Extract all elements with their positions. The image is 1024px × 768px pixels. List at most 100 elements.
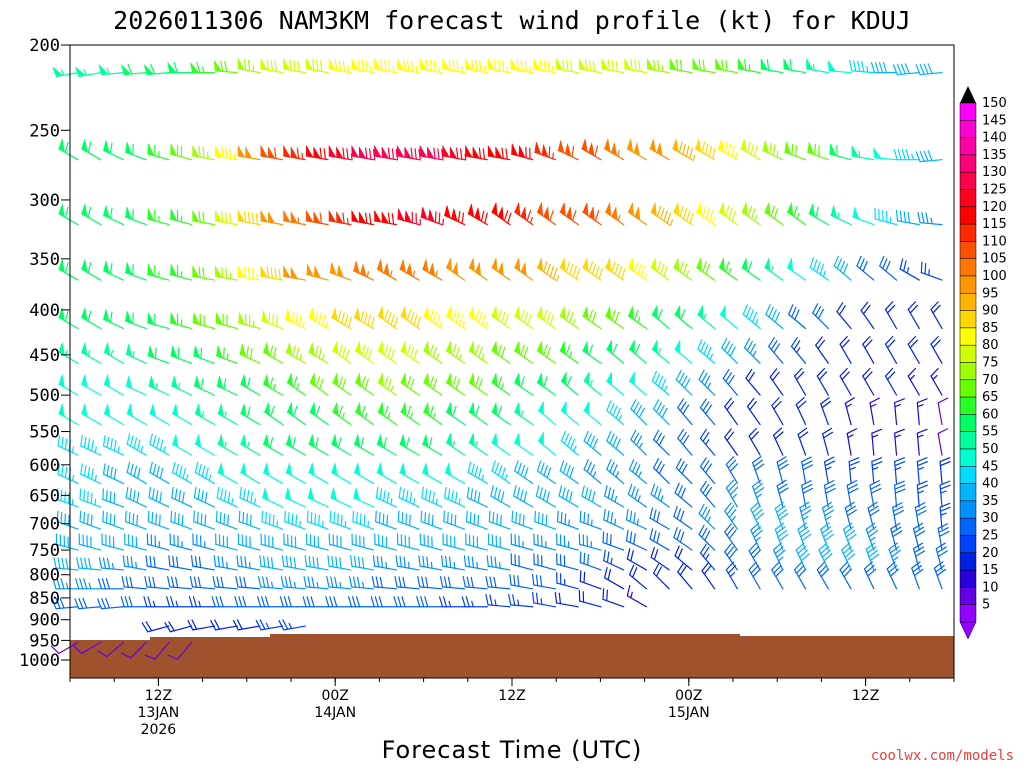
wind-barb (884, 336, 898, 364)
barb-full (776, 456, 787, 463)
wind-barb (285, 434, 306, 456)
barb-full (467, 555, 471, 568)
barb-flag (449, 146, 458, 159)
barb-full (60, 578, 65, 590)
barb-flag (81, 138, 88, 153)
wind-barb (508, 594, 534, 608)
barb-full (383, 344, 389, 356)
barb-full (204, 491, 208, 504)
barb-flag (396, 58, 405, 71)
barb-half (296, 383, 300, 390)
barb-full (674, 545, 680, 557)
barb-full (679, 531, 685, 543)
barb-half (636, 518, 639, 526)
wind-barb (120, 641, 147, 659)
barb-full (122, 555, 126, 567)
wind-barb (899, 258, 920, 281)
barb-full (554, 591, 558, 604)
wind-barb (795, 397, 807, 426)
barb-full (640, 265, 646, 278)
barb-flag (491, 373, 498, 387)
barb-flag (514, 202, 521, 217)
wind-barb (820, 397, 832, 426)
barb-full (673, 526, 678, 539)
barb-shaft (559, 470, 579, 485)
wind-barb (171, 486, 193, 508)
barb-full (216, 486, 220, 499)
barb-full (315, 310, 319, 322)
barb-full (102, 434, 106, 447)
barb-full (907, 336, 917, 345)
barb-full (132, 312, 134, 325)
barb-shaft (260, 586, 284, 590)
barb-full (635, 404, 643, 416)
wind-barb (306, 264, 329, 281)
barb-full (410, 147, 413, 160)
barb-full (53, 557, 57, 569)
wind-barb (305, 58, 329, 74)
barb-full (565, 261, 571, 273)
barb-full (105, 511, 108, 524)
barb-full (815, 336, 823, 346)
wind-barb (149, 403, 170, 426)
wind-barb (650, 202, 673, 227)
barb-full (726, 343, 734, 354)
wind-barb (399, 462, 420, 485)
barb-full (916, 510, 927, 516)
barb-full (558, 485, 563, 497)
wind-barb (604, 567, 625, 590)
wind-barb (305, 533, 329, 551)
barb-full (428, 513, 430, 525)
barb-full (507, 212, 512, 224)
barb-flag (328, 210, 337, 223)
wind-barb (784, 141, 807, 161)
wind-barb (935, 542, 948, 571)
barb-full (896, 63, 902, 75)
barb-full (798, 526, 809, 534)
barb-full (773, 400, 782, 410)
barb-full (702, 432, 710, 442)
barb-full (109, 311, 113, 324)
barb-half (748, 64, 751, 72)
barb-full (520, 59, 524, 72)
wind-barb (582, 257, 603, 281)
barb-half (484, 321, 488, 328)
barb-full (824, 533, 834, 542)
wind-barb (261, 310, 284, 330)
barb-shaft (328, 543, 352, 551)
barb-full (909, 339, 919, 349)
wind-barb (217, 462, 238, 485)
barb-full (406, 59, 410, 72)
barb-full (147, 510, 150, 523)
barb-shaft (443, 497, 466, 508)
barb-full (631, 486, 636, 498)
wind-barb (328, 533, 352, 551)
wind-barb (279, 596, 306, 608)
barb-shaft (533, 602, 557, 608)
barb-full (771, 309, 777, 321)
wind-barb (97, 597, 125, 610)
wind-barb (510, 58, 534, 74)
wind-barb (169, 208, 193, 226)
barb-full (677, 548, 683, 559)
wind-barb (725, 561, 738, 590)
barb-shaft (745, 377, 761, 396)
barb-full (682, 435, 690, 446)
barb-shaft (420, 521, 443, 530)
barb-flag (564, 143, 572, 157)
wind-barb (306, 510, 329, 530)
barb-full (215, 596, 220, 608)
barb-full (216, 576, 220, 588)
wind-barb (628, 459, 648, 485)
barb-full (743, 337, 751, 349)
barb-shaft (930, 343, 943, 364)
barb-flag (400, 306, 407, 321)
barb-full (609, 534, 612, 546)
barb-flag (308, 434, 316, 448)
wind-barb (579, 551, 602, 571)
barb-flag (537, 373, 544, 387)
barb-full (397, 510, 400, 523)
barb-flag (81, 259, 88, 273)
colorbar-label: 10 (982, 580, 999, 595)
barb-full (50, 645, 60, 655)
